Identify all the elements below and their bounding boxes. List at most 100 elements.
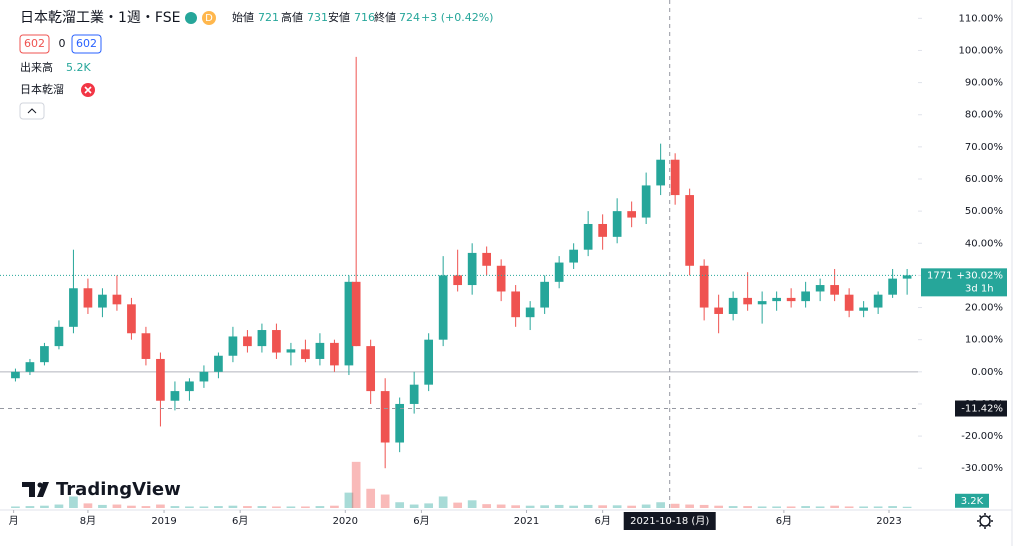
candle-body <box>438 275 448 340</box>
volume-bar <box>728 506 738 508</box>
logo-mark <box>22 482 35 497</box>
candle-body <box>156 358 165 401</box>
settings[interactable] <box>977 513 993 529</box>
candle-body <box>699 265 709 308</box>
y-tick-label: 20.00% <box>965 303 1003 314</box>
x-tick-label: 月 <box>9 515 19 527</box>
candle-body <box>409 384 419 404</box>
volume-bar <box>540 505 550 508</box>
volume-bar <box>627 505 636 508</box>
y-tick-label: 90.00% <box>965 78 1003 89</box>
volume-bar <box>127 505 136 508</box>
candle-body <box>380 391 390 443</box>
candle-body <box>98 294 107 308</box>
y-tick-label: 50.00% <box>965 206 1003 217</box>
x-tick-label: 6月 <box>776 515 792 527</box>
candle-body <box>366 346 376 392</box>
candle-body <box>54 326 64 347</box>
ohlc-label: 始値 <box>232 10 254 24</box>
volume-bar <box>344 492 354 508</box>
candle-body <box>859 307 868 311</box>
candle-body <box>801 291 810 302</box>
crosshair-x-label: 2021-10-18 (月) <box>630 515 709 527</box>
candle-body <box>656 159 665 186</box>
volume-bar <box>315 506 325 508</box>
order-buttons: 602 0 602 <box>19 34 102 54</box>
x-tick-label: 6月 <box>232 515 248 527</box>
volume-bar <box>170 506 180 508</box>
volume-bar <box>214 506 223 508</box>
volume-bar <box>11 506 20 508</box>
candle-body <box>127 304 136 334</box>
candle-body <box>243 336 252 347</box>
countdown: 3d 1h <box>965 283 994 294</box>
candle-body <box>888 278 897 295</box>
volume-bar <box>185 506 194 508</box>
logo-dot <box>37 482 43 488</box>
candle-body <box>511 291 521 318</box>
collapse-button[interactable] <box>19 102 45 120</box>
candle-body <box>344 281 354 366</box>
x-tick-label: 2019 <box>151 516 176 527</box>
candle-body <box>786 297 796 302</box>
spread: 0 <box>59 37 66 50</box>
ohlc-label: 安値 <box>328 10 350 24</box>
ohlc-value: 724 <box>399 11 420 24</box>
volume-bar <box>40 505 49 508</box>
volume-bar <box>511 505 521 508</box>
ohlc-label: 高値 <box>281 10 303 24</box>
volume-bar <box>786 506 796 508</box>
collapse-icon <box>27 108 37 114</box>
gear-icon[interactable] <box>979 515 991 527</box>
candle-body <box>286 349 296 353</box>
volume-bar <box>83 503 93 508</box>
candle-body <box>453 275 463 286</box>
candle-body <box>714 307 723 314</box>
volume-bar <box>272 506 281 508</box>
candle-body <box>873 294 883 308</box>
volume-bar <box>301 506 310 508</box>
y-tick-label: 10.00% <box>965 335 1003 346</box>
volume-bar <box>54 504 64 508</box>
candle-body <box>272 330 281 353</box>
x-tick-label: 2020 <box>333 516 358 527</box>
ohlc-value: 731 <box>307 11 328 24</box>
candle-body <box>11 371 20 379</box>
header: 日本乾溜工業・1週・FSE D <box>20 10 216 26</box>
crosshair-x-tag <box>623 512 716 530</box>
volume-bar <box>569 505 578 508</box>
volume-bar <box>409 504 419 508</box>
candle-body <box>496 265 506 292</box>
y-tick-label: 110.00% <box>959 13 1004 24</box>
candle-body <box>330 342 339 366</box>
last-price-tag <box>921 268 1007 297</box>
x-tick-label: 2023 <box>876 516 901 527</box>
volume-bar <box>141 506 151 508</box>
candle-body <box>743 297 752 305</box>
x-tick-label: 6月 <box>413 515 429 527</box>
volume-bar <box>366 488 376 508</box>
y-tick-label: 40.00% <box>965 238 1003 249</box>
volume-bar <box>228 505 238 508</box>
candle-body <box>525 307 535 318</box>
candle-body <box>214 355 223 372</box>
volume-bar <box>815 506 825 508</box>
badge-text: D <box>205 13 213 24</box>
last-price: 1771 <box>927 270 952 281</box>
candle-body <box>424 339 434 385</box>
y-tick-label: 100.00% <box>959 45 1004 56</box>
volume-bar <box>598 505 607 508</box>
candle-body <box>351 281 361 347</box>
volume-tag-label: 3.2K <box>961 496 984 507</box>
candle-body <box>670 159 680 196</box>
candle-body <box>199 371 209 382</box>
buy-button[interactable] <box>71 34 102 54</box>
candle-body <box>612 211 622 237</box>
candle-body <box>170 391 180 401</box>
volume-bar <box>69 496 78 508</box>
remove-indicator[interactable] <box>81 83 95 97</box>
volume-bar <box>641 504 651 508</box>
ohlc-value: 721 <box>258 11 279 24</box>
x-tick-label: 2021 <box>514 516 539 527</box>
sell-button[interactable] <box>19 34 50 54</box>
